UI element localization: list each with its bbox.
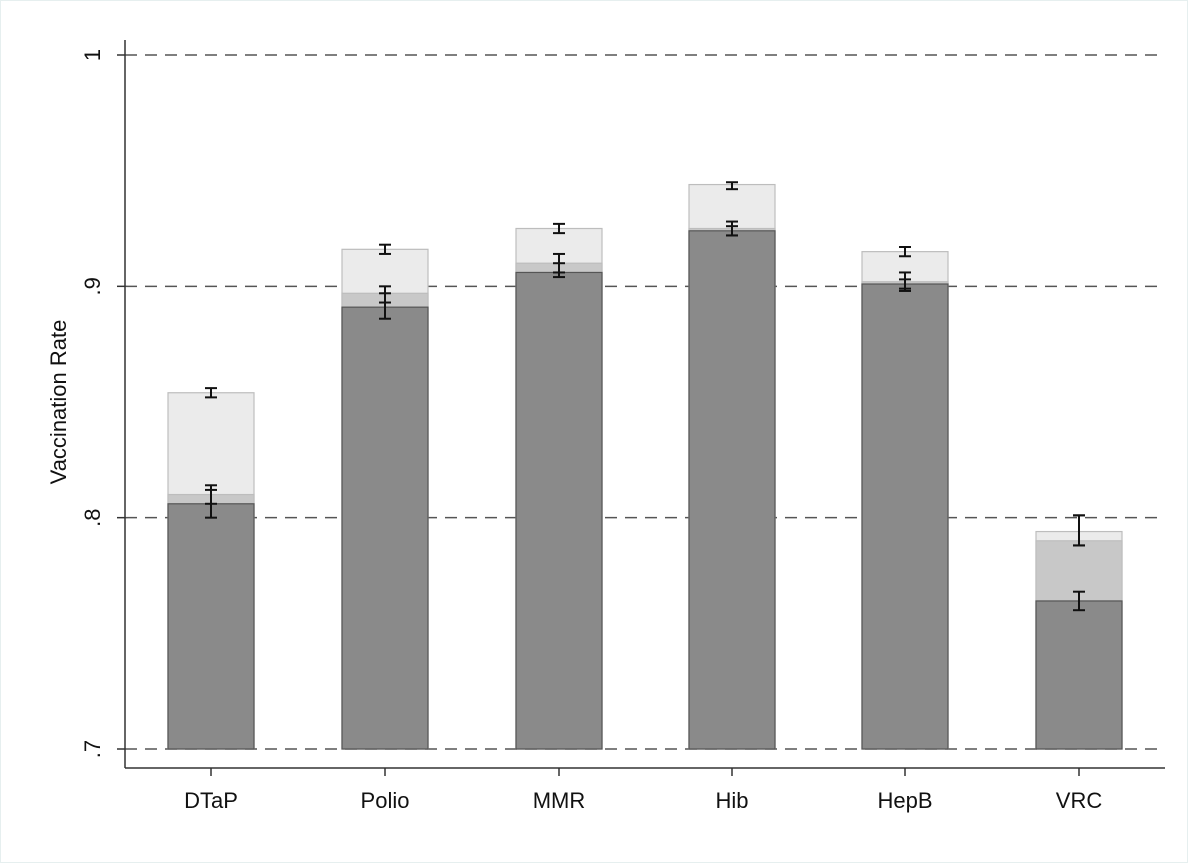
y-axis-title: Vaccination Rate: [46, 320, 71, 485]
y-tick-label: .9: [80, 277, 105, 295]
bar: [1035, 600, 1123, 750]
bar: [341, 306, 429, 750]
y-tick-label: .8: [80, 508, 105, 526]
bar: [861, 283, 949, 750]
error-bars: [205, 181, 1085, 612]
gridlines: [125, 54, 1165, 750]
bar: [515, 271, 603, 750]
bar: [688, 230, 776, 750]
axes: [124, 40, 1165, 769]
y-ticks: .7 .8 .9 1: [80, 49, 125, 758]
y-tick-label: .7: [80, 740, 105, 758]
x-tick-label: VRC: [1056, 788, 1103, 813]
x-tick-label: DTaP: [184, 788, 238, 813]
bars: [167, 183, 1123, 750]
x-tick-label: Hib: [715, 788, 748, 813]
bar: [167, 503, 255, 750]
x-tick-label: HepB: [877, 788, 932, 813]
x-tick-label: Polio: [361, 788, 410, 813]
x-ticks: DTaP Polio MMR Hib HepB VRC: [184, 768, 1102, 813]
y-tick-label: 1: [80, 49, 105, 61]
x-tick-label: MMR: [533, 788, 586, 813]
